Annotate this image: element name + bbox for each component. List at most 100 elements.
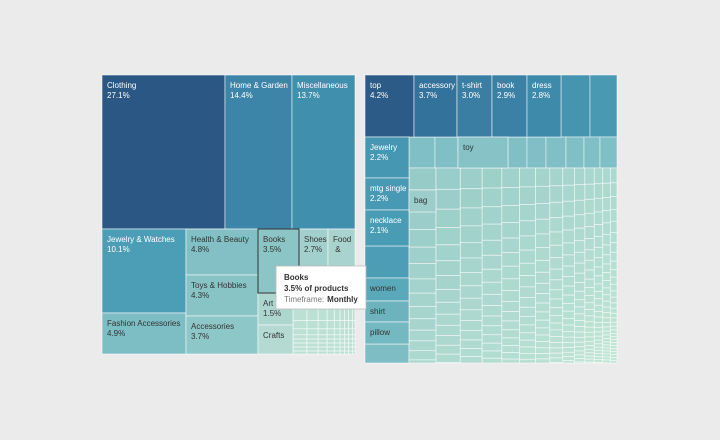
- filler-cell: [292, 342, 308, 348]
- filler-cell: [573, 290, 586, 300]
- treemap-cell[interactable]: [185, 315, 259, 355]
- filler-cell: [435, 227, 461, 246]
- filler-cell: [584, 225, 595, 239]
- filler-cell: [602, 356, 611, 361]
- filler-cell: [435, 188, 461, 210]
- filler-cell: [519, 286, 536, 298]
- filler-cell: [593, 304, 604, 312]
- filler-cell: [609, 354, 618, 359]
- filler-cell: [593, 167, 604, 185]
- treemap-cell[interactable]: [364, 209, 410, 247]
- filler-cell: [519, 346, 536, 354]
- filler-cell: [459, 242, 483, 259]
- filler-cell: [352, 308, 356, 321]
- filler-cell: [408, 278, 437, 294]
- cell-label: necklace: [370, 216, 402, 225]
- filler-cell: [408, 229, 437, 248]
- filler-cell: [435, 244, 461, 262]
- filler-cell: [562, 285, 575, 296]
- treemap-cell[interactable]: [364, 321, 410, 345]
- filler-cell: [549, 167, 564, 187]
- filler-cell: [549, 307, 564, 317]
- filler-cell: [317, 320, 328, 330]
- filler-cell: [609, 260, 618, 270]
- filler-cell: [602, 359, 611, 364]
- filler-cell: [609, 307, 618, 314]
- filler-cell: [562, 200, 575, 217]
- filler-cell: [339, 328, 346, 336]
- cell-label: Health & Beauty: [191, 235, 249, 244]
- filler-cell: [481, 350, 503, 359]
- filler-cell: [326, 334, 335, 340]
- filler-cell: [593, 257, 604, 268]
- filler-cell: [562, 330, 575, 338]
- filler-cell: [333, 320, 341, 330]
- cell-value: 2.2%: [370, 153, 388, 162]
- filler-cell: [562, 215, 575, 231]
- filler-cell: [352, 338, 356, 344]
- treemap-cell[interactable]: [526, 74, 562, 138]
- filler-cell: [593, 197, 604, 213]
- filler-cell: [326, 308, 335, 321]
- filler-cell: [408, 340, 437, 352]
- filler-cell: [348, 342, 354, 348]
- filler-cell: [344, 334, 350, 340]
- filler-cell: [348, 328, 354, 336]
- filler-cell: [584, 315, 595, 323]
- filler-cell: [545, 136, 567, 169]
- filler-cell: [602, 334, 611, 339]
- filler-cell: [501, 278, 520, 291]
- treemap-cell[interactable]: [408, 189, 437, 213]
- treemap-cell[interactable]: [101, 312, 187, 355]
- filler-cell: [344, 328, 350, 336]
- filler-cell: [549, 279, 564, 291]
- treemap-cell[interactable]: [101, 228, 187, 314]
- filler-cell: [560, 74, 591, 138]
- filler-cell: [549, 231, 564, 246]
- filler-cell: [584, 212, 595, 227]
- filler-cell: [535, 311, 551, 321]
- filler-cell: [562, 318, 575, 326]
- filler-cell: [501, 290, 520, 302]
- treemap-cell[interactable]: [257, 324, 294, 355]
- filler-cell: [584, 295, 595, 304]
- filler-cell: [535, 353, 551, 360]
- treemap-cell[interactable]: [291, 74, 356, 230]
- filler-cell: [593, 291, 604, 300]
- filler-cell: [519, 306, 536, 317]
- filler-cell: [306, 342, 319, 348]
- filler-cell: [602, 222, 611, 235]
- filler-cell: [317, 346, 328, 352]
- cell-label: women: [369, 284, 396, 293]
- filler-cell: [459, 271, 483, 287]
- filler-cell: [501, 205, 520, 223]
- filler-cell: [435, 344, 461, 355]
- filler-cell: [333, 328, 341, 336]
- filler-cell: [326, 342, 335, 348]
- filler-cell: [602, 197, 611, 212]
- filler-cell: [549, 298, 564, 309]
- filler-cell: [435, 167, 461, 190]
- treemap-cell[interactable]: [491, 74, 528, 138]
- filler-cell: [481, 254, 503, 270]
- filler-cell: [593, 266, 604, 277]
- filler-cell: [593, 331, 604, 337]
- filler-cell: [481, 315, 503, 327]
- treemap-cell[interactable]: [456, 74, 493, 138]
- filler-cell: [501, 358, 520, 364]
- filler-cell: [519, 249, 536, 264]
- filler-cell: [573, 251, 586, 264]
- filler-cell: [408, 318, 437, 331]
- filler-cell: [593, 283, 604, 293]
- treemap-cell[interactable]: [457, 136, 509, 169]
- filler-cell: [562, 167, 575, 186]
- treemap-cell[interactable]: [413, 74, 458, 138]
- filler-cell: [584, 238, 595, 251]
- filler-cell: [602, 306, 611, 314]
- filler-cell: [584, 352, 595, 357]
- treemap-cell[interactable]: [364, 177, 410, 211]
- filler-cell: [602, 244, 611, 256]
- filler-cell: [435, 324, 461, 337]
- filler-cell: [609, 360, 618, 364]
- filler-cell: [593, 316, 604, 323]
